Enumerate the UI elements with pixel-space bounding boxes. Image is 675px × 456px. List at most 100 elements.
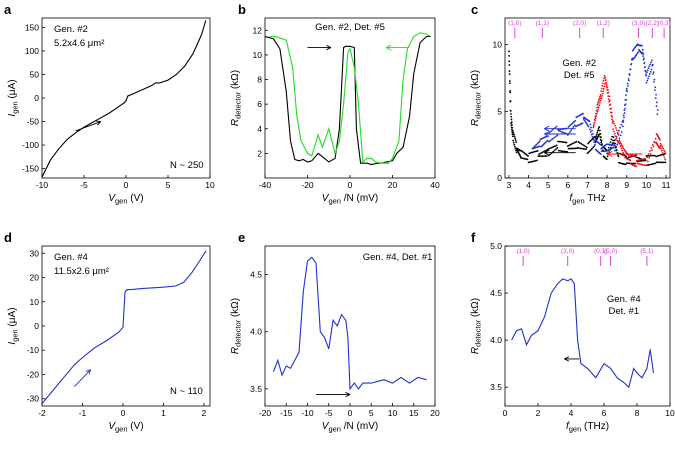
data-point: [606, 86, 609, 89]
data-point: [534, 159, 537, 162]
data-point: [607, 146, 610, 149]
data-point: [591, 147, 593, 150]
arrow-head: [606, 151, 613, 157]
data-point: [600, 136, 602, 139]
panel-label-c: c: [471, 2, 478, 17]
y-tick-label: -100: [22, 140, 39, 150]
x-tick-label: 40: [430, 180, 440, 190]
data-point: [644, 157, 646, 160]
x-tick-label: 0: [121, 408, 126, 418]
data-point: [535, 143, 538, 146]
data-point: [660, 161, 663, 164]
data-point: [574, 147, 577, 150]
data-point: [646, 69, 649, 72]
y-tick-label: 3.5: [490, 382, 502, 392]
y-tick-label: 150: [25, 22, 39, 32]
data-point: [538, 155, 541, 158]
y-tick-label: 4.5: [490, 288, 502, 298]
data-point: [597, 100, 600, 103]
data-point: [543, 150, 546, 153]
data-point: [635, 154, 637, 157]
data-point: [571, 147, 574, 150]
y-tick-label: 6: [257, 99, 262, 109]
data-point: [648, 154, 651, 157]
data-point: [536, 159, 538, 162]
data-point: [589, 131, 592, 133]
data-point: [606, 155, 609, 158]
data-point: [637, 51, 640, 54]
data-point: [511, 124, 513, 126]
data-point: [592, 146, 595, 149]
data-point: [552, 137, 555, 140]
data-point: [653, 89, 656, 91]
mode-label: (5,1): [640, 248, 653, 255]
y-tick-label: 5.0: [490, 241, 502, 251]
data-point: [534, 144, 537, 147]
x-tick-label: -40: [259, 180, 272, 190]
data-point: [620, 144, 623, 147]
data-point: [645, 75, 648, 77]
data-point: [568, 125, 571, 127]
arrow-head: [564, 356, 570, 362]
annotation: Det. #1: [608, 306, 639, 317]
data-point: [556, 134, 559, 137]
annotation: Gen. #2: [54, 24, 88, 35]
data-point: [660, 149, 663, 152]
data-point: [602, 82, 604, 85]
data-point: [644, 66, 646, 69]
data-point: [661, 146, 664, 148]
x-tick-label: -5: [325, 408, 333, 418]
data-point: [539, 152, 542, 155]
data-point: [535, 150, 538, 153]
data-point: [564, 141, 566, 144]
data-point: [613, 132, 616, 135]
data-point: [652, 154, 655, 157]
x-tick-label: -10: [301, 408, 314, 418]
data-point: [597, 106, 600, 109]
y-tick-label: 30: [30, 248, 40, 258]
data-point: [552, 145, 555, 148]
data-point: [628, 74, 631, 76]
data-point: [656, 155, 659, 157]
arrow-head: [544, 149, 550, 156]
data-point: [659, 154, 662, 157]
arrow-head: [326, 44, 332, 51]
data-point: [508, 50, 510, 53]
x-axis-label-b: Vgen /N (mV): [322, 193, 378, 206]
data-point: [649, 70, 652, 73]
data-point: [526, 158, 529, 161]
y-axis-label-e: Rdetector (kΩ): [230, 298, 243, 354]
data-point: [605, 81, 608, 84]
data-point: [617, 155, 620, 158]
data-point: [619, 126, 621, 129]
y-tick-label: 0: [34, 321, 39, 331]
data-point: [544, 141, 547, 144]
x-tick-label: 9: [624, 180, 629, 190]
data-point: [600, 90, 603, 93]
data-point: [649, 163, 651, 166]
data-point: [643, 61, 646, 64]
series-line-black-sweep: [265, 35, 431, 166]
data-point: [644, 159, 647, 162]
data-point: [578, 147, 580, 149]
data-point: [556, 146, 559, 149]
data-point: [625, 162, 628, 164]
y-axis-label-a: Igen (μA): [7, 79, 20, 116]
data-point: [618, 139, 621, 142]
data-point: [583, 148, 586, 150]
x-tick-label: -2: [38, 408, 46, 418]
data-point: [648, 156, 651, 159]
data-point: [571, 142, 573, 145]
x-tick-label: 7: [585, 180, 590, 190]
data-point: [511, 135, 514, 138]
data-point: [655, 105, 658, 108]
data-point: [640, 163, 643, 166]
data-point: [512, 141, 515, 144]
data-point: [639, 163, 642, 166]
data-point: [660, 144, 663, 147]
data-point: [651, 63, 654, 66]
data-point: [647, 164, 650, 166]
data-point: [514, 139, 517, 142]
data-point: [593, 141, 595, 143]
